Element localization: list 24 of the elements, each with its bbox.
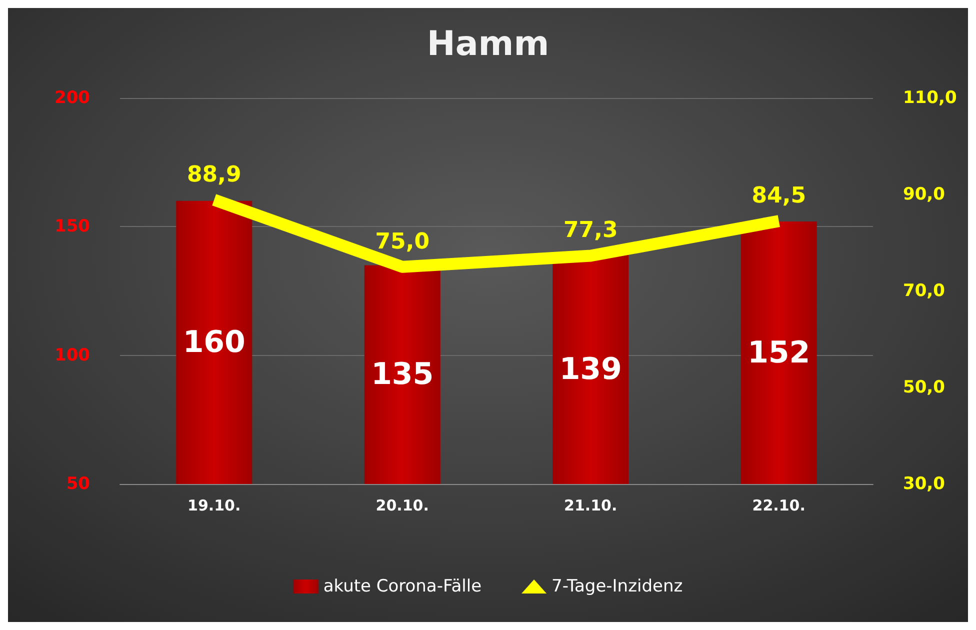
data-label: 135 xyxy=(371,357,434,392)
data-label: 139 xyxy=(559,352,622,387)
legend-label: akute Corona-Fälle xyxy=(323,576,482,596)
y-tick-label: 150 xyxy=(54,216,90,237)
y2-tick-label: 110,0 xyxy=(903,88,957,108)
data-label: 75,0 xyxy=(375,229,430,254)
y-tick-label: 200 xyxy=(54,88,90,108)
y2-tick-label: 70,0 xyxy=(903,281,946,301)
x-tick-label: 21.10. xyxy=(564,496,618,514)
chart-title: Hamm xyxy=(426,24,550,64)
y2-tick-label: 90,0 xyxy=(903,184,946,204)
data-label: 77,3 xyxy=(563,218,618,244)
y2-tick-label: 30,0 xyxy=(903,474,946,494)
legend-label: 7-Tage-Inzidenz xyxy=(552,576,683,596)
data-label: 160 xyxy=(182,324,246,360)
y-tick-label: 50 xyxy=(66,474,90,494)
x-tick-label: 20.10. xyxy=(376,496,429,514)
x-tick-label: 22.10. xyxy=(752,496,806,514)
x-tick-label: 19.10. xyxy=(188,496,241,514)
data-label: 152 xyxy=(748,335,810,370)
data-label: 84,5 xyxy=(752,183,806,208)
y2-tick-label: 50,0 xyxy=(903,378,946,398)
data-label: 88,9 xyxy=(186,162,242,188)
y-tick-label: 100 xyxy=(54,345,90,366)
